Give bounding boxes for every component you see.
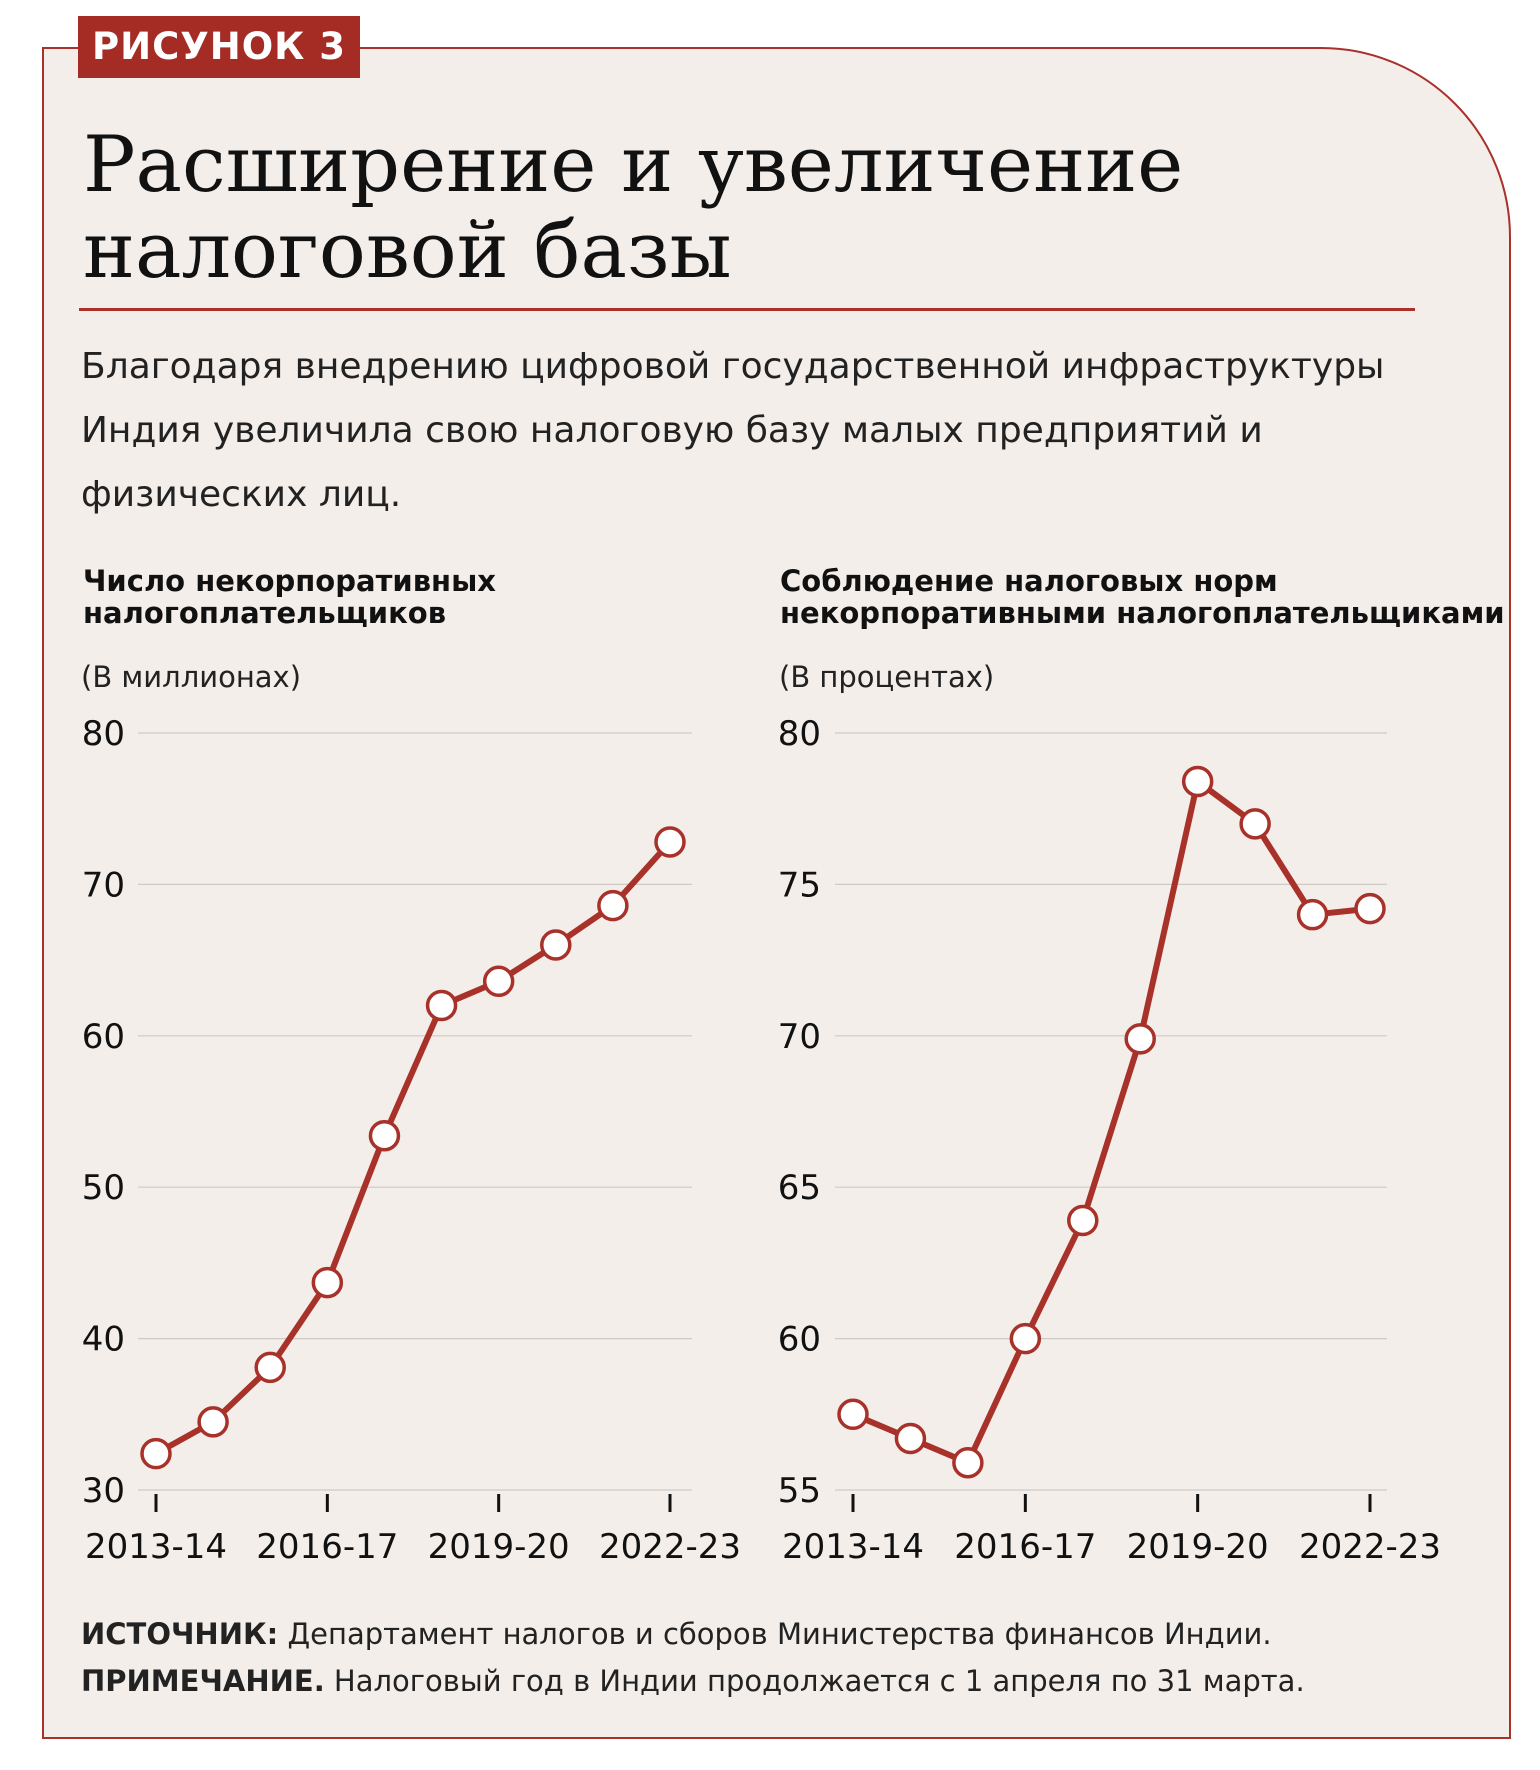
right-chart-title: Соблюдение налоговых норм некорпоративны… [780, 565, 1505, 629]
right-y-tick-label: 65 [778, 1168, 821, 1208]
left-chart-title: Число некорпоративных налогоплательщиков [83, 565, 496, 629]
right-data-point [1067, 1204, 1099, 1237]
right-x-tick-label: 2022-23 [1299, 1527, 1441, 1567]
figure-frame [42, 47, 1511, 1739]
title-line-1: Расширение и увеличение [83, 120, 1184, 210]
left-data-point [140, 1437, 172, 1470]
left-series-line [154, 840, 673, 1457]
left-data-point [425, 989, 458, 1022]
right-data-point [837, 1398, 869, 1431]
source-text: Департамент налогов и сборов Министерств… [278, 1617, 1272, 1651]
left-x-tick-label: 2019-20 [428, 1527, 570, 1567]
right-y-tick-label: 55 [778, 1471, 821, 1511]
note-text: Налоговый год в Индии продолжается с 1 а… [324, 1664, 1305, 1698]
left-chart-unit: (В миллионах) [81, 660, 302, 694]
right-data-point [952, 1446, 984, 1479]
right-data-point [894, 1422, 927, 1455]
right-data-point [1124, 1023, 1156, 1055]
right-y-tick-label: 80 [778, 714, 821, 754]
left-x-tick-label: 2022-23 [599, 1527, 741, 1567]
left-data-point [482, 965, 515, 998]
right-data-point [1354, 892, 1386, 925]
note-label: ПРИМЕЧАНИЕ. [81, 1664, 325, 1698]
left-data-point [654, 826, 686, 858]
figure-subtitle: Благодаря внедрению цифровой государстве… [81, 346, 1385, 515]
right-chart-title-line-2: некорпоративными налогоплательщиками [780, 596, 1505, 630]
left-y-tick-label: 70 [82, 865, 125, 905]
left-data-point [368, 1119, 401, 1152]
right-x-tick-label: 2019-20 [1127, 1527, 1269, 1567]
left-data-point [311, 1266, 344, 1299]
right-x-tick-label: 2013-14 [782, 1527, 924, 1567]
figure-badge: РИСУНОК 3 [78, 16, 361, 78]
right-data-point [1239, 808, 1271, 840]
source-label: ИСТОЧНИК: [81, 1617, 279, 1651]
title-divider [79, 308, 1415, 311]
footer-source: ИСТОЧНИК: Департамент налогов и сборов М… [81, 1617, 1272, 1651]
left-y-tick-label: 50 [82, 1168, 125, 1208]
left-y-tick-label: 30 [82, 1471, 125, 1511]
left-y-tick-label: 60 [82, 1017, 125, 1057]
left-x-tick-label: 2013-14 [85, 1527, 227, 1567]
left-x-tick-label: 2016-17 [256, 1527, 398, 1567]
figure-title: Расширение и увеличение налоговой базы [83, 122, 1183, 294]
right-y-tick-label: 75 [778, 865, 821, 905]
left-data-point [197, 1406, 229, 1438]
left-data-point [254, 1351, 286, 1384]
footer-note: ПРИМЕЧАНИЕ. Налоговый год в Индии продол… [81, 1664, 1305, 1698]
right-chart-unit: (В процентах) [779, 660, 995, 694]
title-line-2: налоговой базы [83, 206, 732, 296]
right-series-line [851, 778, 1371, 1466]
right-y-tick-label: 60 [778, 1320, 821, 1360]
left-data-point [597, 889, 629, 922]
left-chart-title-line-1: Число некорпоративных [83, 564, 497, 598]
right-x-tick-label: 2016-17 [954, 1527, 1096, 1567]
right-y-tick-label: 70 [778, 1017, 821, 1057]
right-data-point [1009, 1322, 1042, 1355]
left-chart-title-line-2: налогоплательщиков [83, 596, 447, 630]
left-data-point [540, 929, 572, 961]
right-data-point [1296, 898, 1329, 931]
right-data-point [1181, 765, 1214, 798]
left-y-tick-label: 40 [82, 1320, 125, 1360]
left-y-tick-label: 80 [82, 714, 125, 754]
right-chart-title-line-1: Соблюдение налоговых норм [780, 564, 1278, 598]
